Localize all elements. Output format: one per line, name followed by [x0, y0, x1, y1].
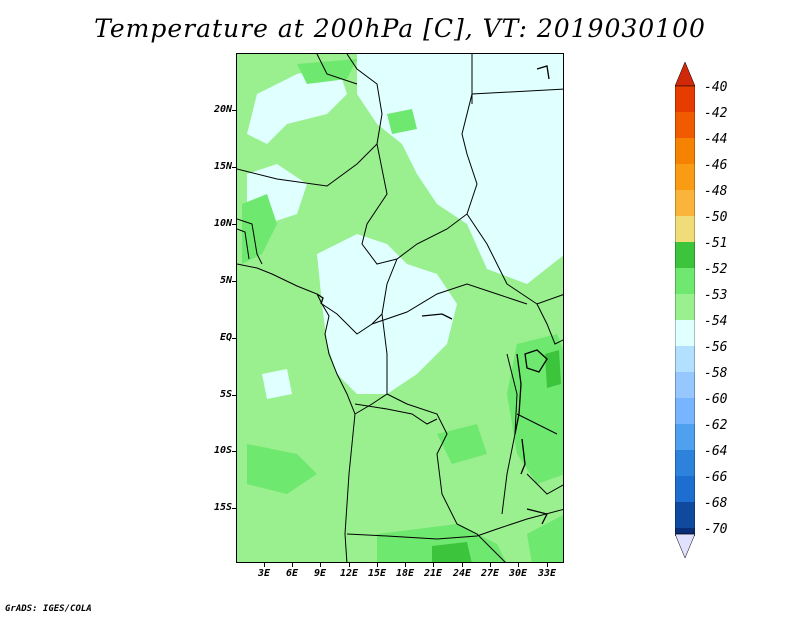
lon-tick	[349, 563, 350, 567]
lon-label-18e: 18E	[395, 568, 415, 579]
lat-label-eq: EQ	[219, 332, 232, 343]
colorbar-segment	[675, 294, 695, 320]
colorbar-label: -54	[704, 314, 728, 329]
colorbar-segment	[675, 242, 695, 268]
lon-label-6e: 6E	[285, 568, 299, 579]
lon-tick	[377, 563, 378, 567]
colorbar-label: -60	[704, 392, 728, 407]
lon-tick	[405, 563, 406, 567]
colorbar-label: -42	[704, 106, 728, 121]
lat-label-5n: 5N	[219, 275, 232, 286]
colorbar-segment	[675, 528, 695, 536]
lon-tick	[547, 563, 548, 567]
colorbar-segment	[675, 346, 695, 372]
lon-label-27e: 27E	[480, 568, 500, 579]
lat-tick	[232, 224, 236, 225]
lat-label-5s: 5S	[219, 389, 232, 400]
colorbar-segment	[675, 372, 695, 398]
lat-label-10n: 10N	[213, 218, 232, 229]
lon-label-30e: 30E	[508, 568, 528, 579]
colorbar-segment	[675, 476, 695, 502]
colorbar-label: -58	[704, 366, 728, 381]
lon-tick	[433, 563, 434, 567]
temperature-map	[237, 54, 563, 562]
colorbar-segment	[675, 268, 695, 294]
colorbar-bottom-arrow	[675, 533, 695, 558]
colorbar	[675, 62, 695, 558]
lon-label-3e: 3E	[257, 568, 271, 579]
lon-label-9e: 9E	[313, 568, 327, 579]
map-area	[236, 53, 564, 563]
lat-tick	[232, 281, 236, 282]
lon-tick	[518, 563, 519, 567]
colorbar-label: -46	[704, 158, 728, 173]
lon-label-12e: 12E	[339, 568, 359, 579]
lat-label-15s: 15S	[213, 502, 232, 513]
colorbar-segment	[675, 398, 695, 424]
lon-tick	[490, 563, 491, 567]
lat-tick	[232, 451, 236, 452]
colorbar-label: -56	[704, 340, 728, 355]
colorbar-label: -70	[704, 522, 728, 537]
lat-tick	[232, 508, 236, 509]
colorbar-label: -68	[704, 496, 728, 511]
colorbar-label: -62	[704, 418, 728, 433]
colorbar-segment	[675, 502, 695, 528]
lon-tick	[320, 563, 321, 567]
lon-label-24e: 24E	[452, 568, 472, 579]
colorbar-segment	[675, 112, 695, 138]
lat-label-20n: 20N	[213, 104, 232, 115]
lon-tick	[264, 563, 265, 567]
colorbar-label: -48	[704, 184, 728, 199]
colorbar-label: -50	[704, 210, 728, 225]
colorbar-segment	[675, 190, 695, 216]
lat-label-15n: 15N	[213, 161, 232, 172]
colorbar-label: -51	[704, 236, 728, 251]
lon-tick	[462, 563, 463, 567]
colorbar-label: -66	[704, 470, 728, 485]
lon-label-21e: 21E	[423, 568, 443, 579]
lat-tick	[232, 110, 236, 111]
colorbar-label: -40	[704, 80, 728, 95]
colorbar-label: -52	[704, 262, 728, 277]
lon-tick	[292, 563, 293, 567]
lat-tick	[232, 338, 236, 339]
colorbar-segment	[675, 424, 695, 450]
software-credit: GrADS: IGES/COLA	[5, 604, 92, 614]
map-title: Temperature at 200hPa [C], VT: 201903010…	[94, 14, 706, 43]
colorbar-segment	[675, 164, 695, 190]
colorbar-segment	[675, 450, 695, 476]
colorbar-label: -53	[704, 288, 728, 303]
colorbar-segment	[675, 216, 695, 242]
lat-label-10s: 10S	[213, 445, 232, 456]
colorbar-segment	[675, 138, 695, 164]
lon-label-15e: 15E	[367, 568, 387, 579]
lat-tick	[232, 167, 236, 168]
lat-tick	[232, 395, 236, 396]
colorbar-segment	[675, 86, 695, 112]
colorbar-label: -64	[704, 444, 728, 459]
colorbar-segment	[675, 320, 695, 346]
lon-label-33e: 33E	[537, 568, 557, 579]
colorbar-label: -44	[704, 132, 728, 147]
colorbar-top-arrow	[675, 62, 695, 87]
